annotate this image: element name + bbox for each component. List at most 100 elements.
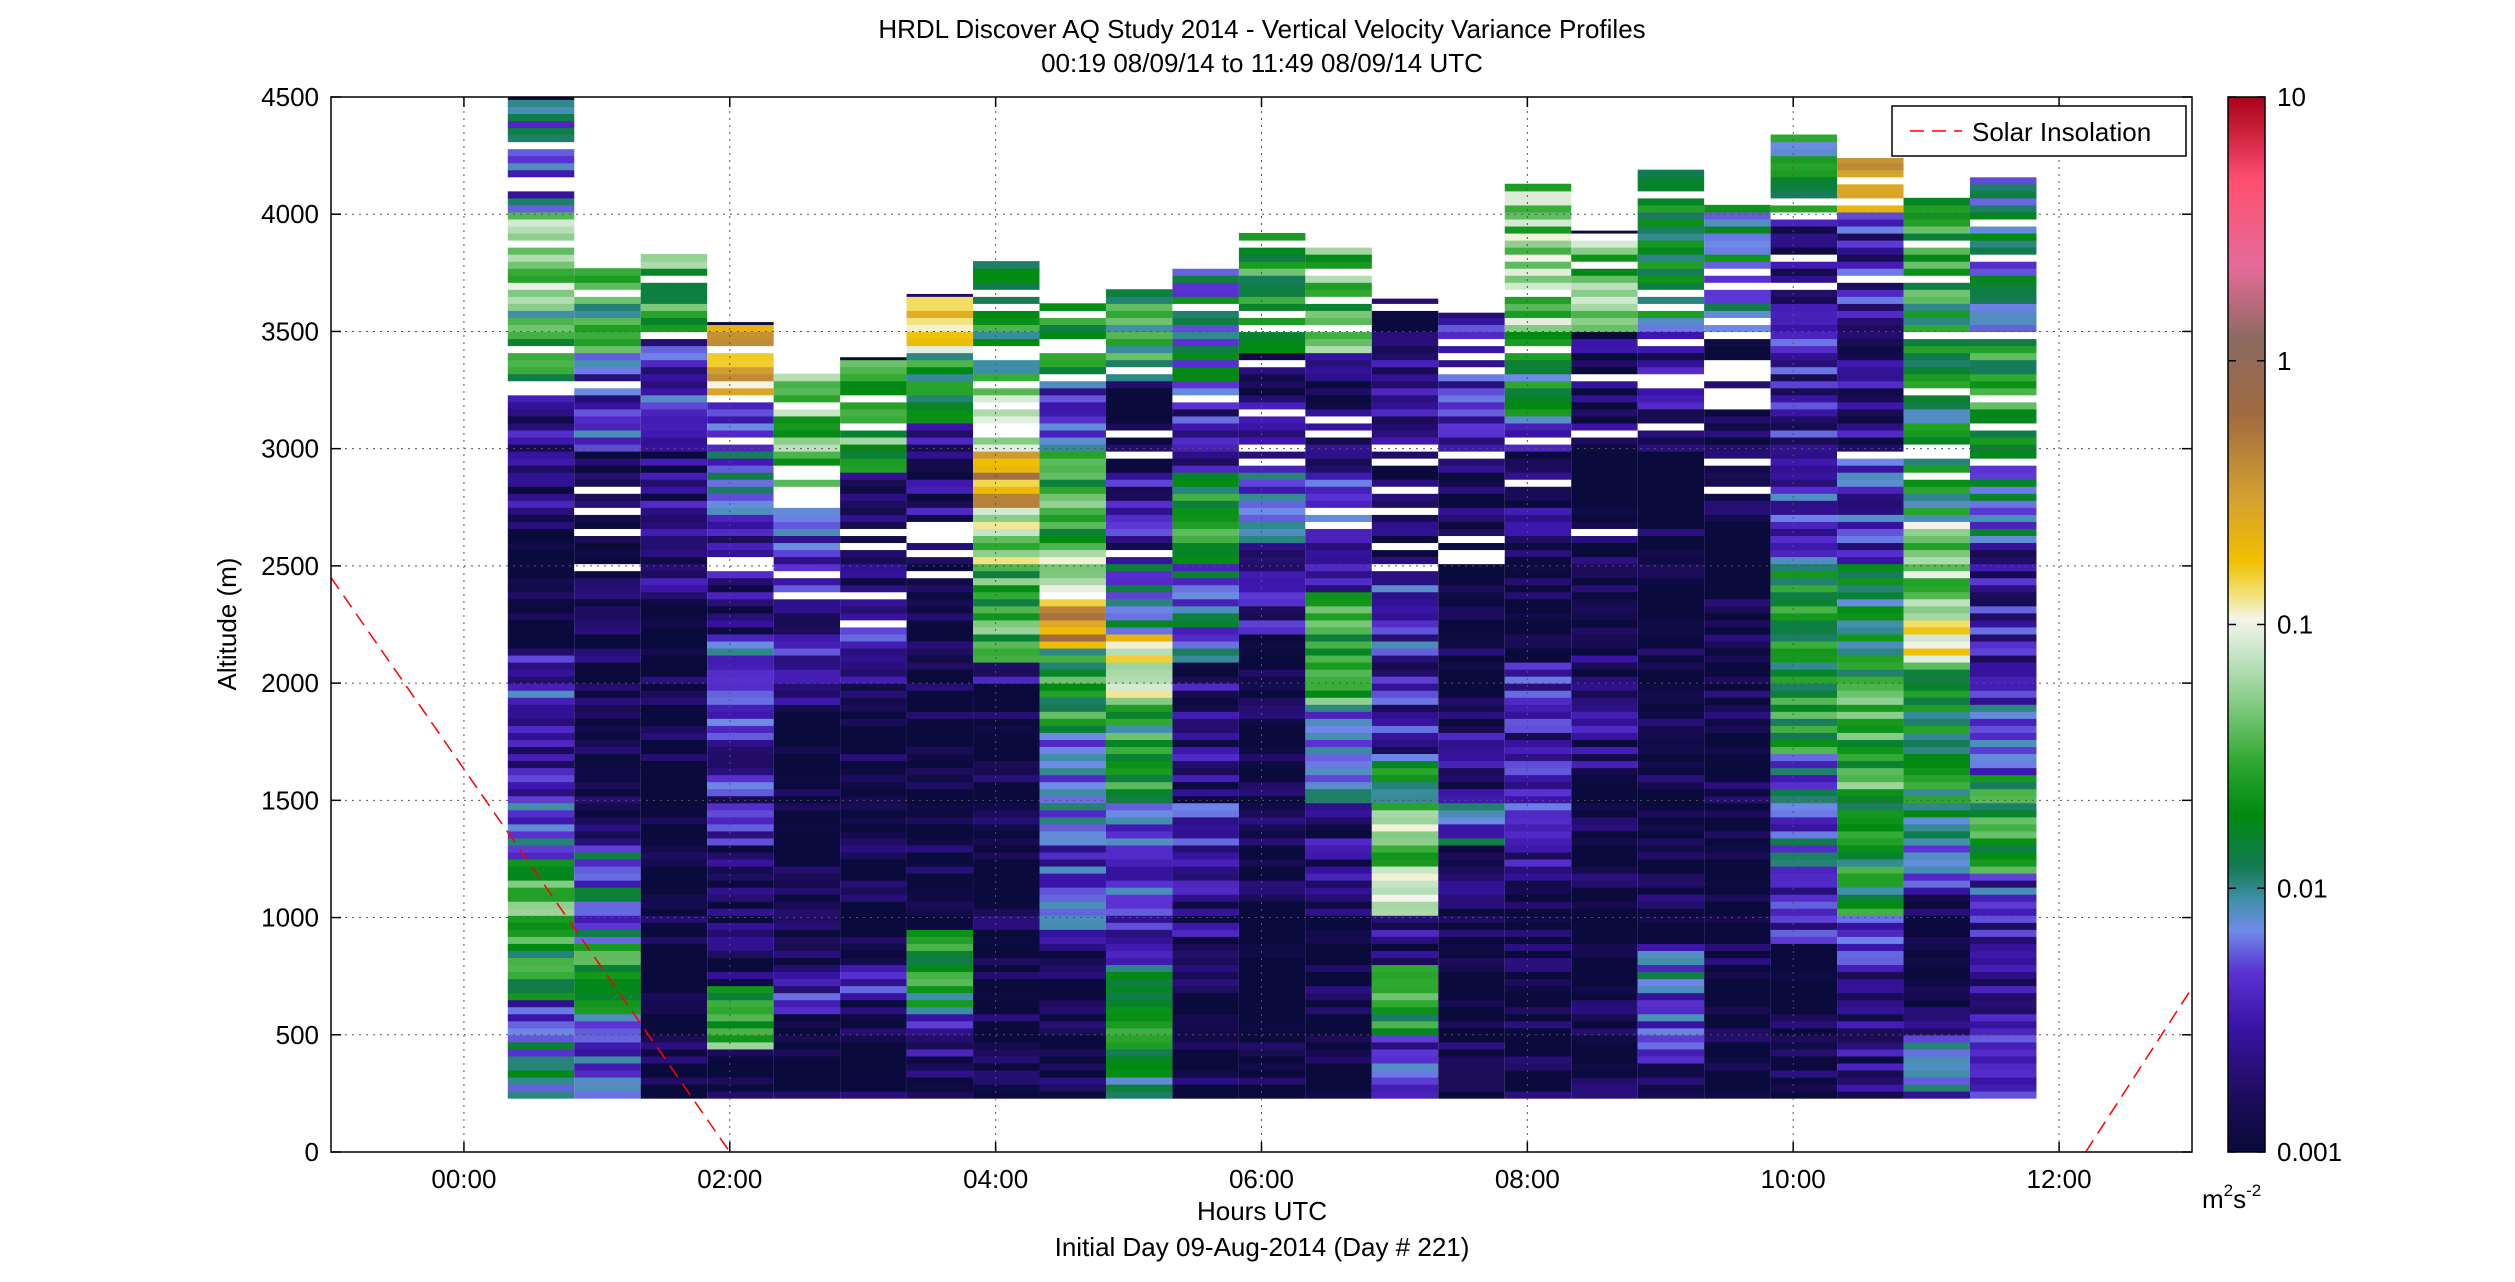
heatmap-cell — [1238, 760, 1306, 769]
heatmap-cell — [1970, 915, 2037, 923]
heatmap-cell — [1371, 486, 1439, 494]
heatmap-cell — [1504, 844, 1572, 853]
heatmap-cell — [507, 823, 575, 832]
heatmap-cell — [574, 774, 641, 783]
heatmap-cell — [1105, 338, 1173, 347]
heatmap-cell — [840, 922, 907, 930]
heatmap-cell — [1504, 577, 1572, 586]
heatmap-cell — [1172, 865, 1239, 874]
heatmap-cell — [1438, 528, 1505, 537]
heatmap-cell — [574, 373, 641, 382]
heatmap-cell — [1438, 443, 1505, 452]
heatmap-cell — [1704, 591, 1771, 600]
heatmap-cell — [507, 169, 575, 178]
heatmap-cell — [507, 669, 575, 677]
heatmap-cell — [906, 1084, 974, 1092]
heatmap-cell — [1571, 535, 1638, 544]
heatmap-cell — [707, 999, 774, 1008]
heatmap-cell — [773, 507, 841, 515]
heatmap-cell — [1903, 830, 1970, 839]
heatmap-cell — [1637, 1034, 1705, 1043]
heatmap-cell — [1970, 844, 2037, 853]
heatmap-cell — [1770, 458, 1838, 466]
heatmap-cell — [1571, 493, 1638, 501]
heatmap-cell — [1770, 366, 1838, 375]
heatmap-cell — [1704, 718, 1771, 726]
heatmap-cell — [973, 929, 1040, 937]
heatmap-cell — [1438, 373, 1505, 382]
heatmap-cell — [507, 753, 575, 762]
heatmap-cell — [1305, 795, 1372, 804]
heatmap-cell — [1837, 662, 1904, 670]
heatmap-cell — [1438, 1041, 1505, 1050]
heatmap-cell — [1770, 254, 1838, 262]
heatmap-cell — [1504, 669, 1572, 677]
heatmap-cell — [707, 591, 774, 600]
heatmap-cell — [1903, 394, 1970, 403]
heatmap-cell — [507, 619, 575, 628]
heatmap-cell — [1371, 1062, 1439, 1071]
heatmap-cell — [640, 577, 708, 586]
heatmap-cell — [1438, 830, 1505, 839]
heatmap-cell — [973, 915, 1040, 923]
heatmap-cell — [1571, 556, 1638, 565]
heatmap-cell — [1637, 865, 1705, 874]
heatmap-cell — [1371, 725, 1439, 733]
heatmap-cell — [1970, 767, 2037, 776]
heatmap-cell — [1438, 894, 1505, 902]
heatmap-cell — [1238, 373, 1306, 382]
heatmap-cell — [1039, 408, 1106, 417]
heatmap-cell — [973, 1027, 1040, 1036]
heatmap-cell — [1238, 929, 1306, 937]
heatmap-cell — [1571, 992, 1638, 1001]
heatmap-cell — [1704, 380, 1771, 389]
heatmap-cell — [1770, 261, 1838, 269]
heatmap-cell — [773, 760, 841, 769]
heatmap-cell — [1903, 690, 1970, 698]
heatmap-cell — [507, 830, 575, 839]
heatmap-cell — [906, 1034, 974, 1043]
heatmap-cell — [1039, 366, 1106, 375]
heatmap-cell — [973, 1041, 1040, 1050]
heatmap-cell — [1903, 1027, 1970, 1036]
heatmap-cell — [1305, 479, 1372, 487]
heatmap-cell — [1970, 387, 2037, 396]
heatmap-cell — [1039, 880, 1106, 888]
heatmap-cell — [1903, 486, 1970, 494]
heatmap-cell — [1105, 1062, 1173, 1071]
heatmap-cell — [1371, 1048, 1439, 1057]
heatmap-cell — [640, 458, 708, 466]
heatmap-cell — [840, 465, 907, 473]
heatmap-cell — [1039, 647, 1106, 656]
heatmap-cell — [1770, 289, 1838, 297]
heatmap-cell — [1504, 247, 1572, 255]
solar-insolation-segment — [2085, 987, 2192, 1152]
heatmap-cell — [640, 289, 708, 297]
heatmap-cell — [1238, 598, 1306, 607]
heatmap-cell — [1903, 957, 1970, 966]
heatmap-cell — [773, 915, 841, 923]
heatmap-cell — [1105, 352, 1173, 361]
heatmap-cell — [707, 619, 774, 628]
heatmap-cell — [1305, 647, 1372, 656]
heatmap-cell — [1305, 767, 1372, 776]
heatmap-cell — [507, 950, 575, 959]
heatmap-cell — [1837, 697, 1904, 705]
heatmap-cell — [1305, 570, 1372, 579]
heatmap-cell — [1504, 479, 1572, 487]
heatmap-cell — [1238, 964, 1306, 973]
heatmap-cell — [1571, 732, 1638, 740]
heatmap-cell — [1637, 584, 1705, 593]
heatmap-cell — [1903, 458, 1970, 466]
heatmap-cell — [1105, 746, 1173, 755]
heatmap-cell — [1970, 197, 2037, 206]
heatmap-cell — [574, 802, 641, 811]
heatmap-cell — [973, 415, 1040, 424]
heatmap-cell — [1637, 563, 1705, 572]
heatmap-cell — [1238, 654, 1306, 663]
heatmap-cell — [707, 436, 774, 445]
heatmap-cell — [1770, 1034, 1838, 1043]
heatmap-cell — [1305, 915, 1372, 923]
heatmap-cell — [1837, 303, 1904, 311]
heatmap-cell — [1970, 232, 2037, 241]
